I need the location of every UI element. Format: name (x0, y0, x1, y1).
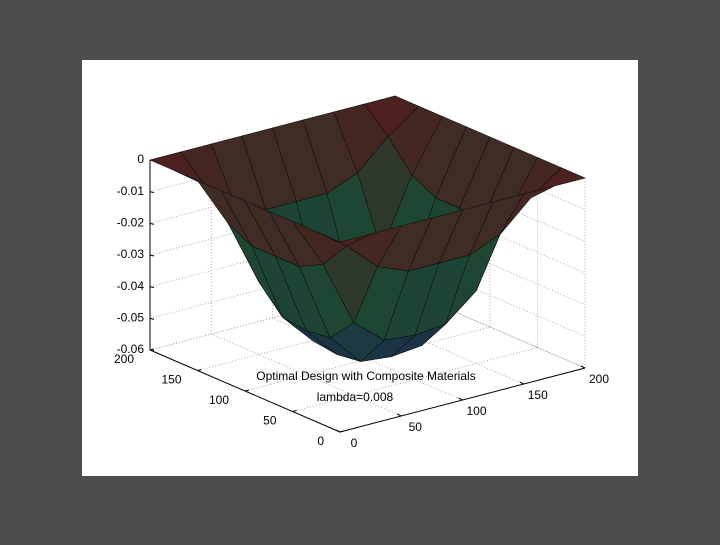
z-tick-label: -0.02 (117, 216, 145, 230)
grid-line (292, 347, 538, 412)
x-tick-label: 50 (409, 420, 423, 434)
y-tick-label: 200 (114, 352, 134, 366)
tick-mark (149, 286, 155, 289)
tick-mark (149, 254, 155, 257)
tick-mark (149, 222, 155, 225)
z-tick-label: -0.06 (117, 342, 145, 356)
x-tick-label: 0 (351, 436, 358, 450)
z-tick-label: -0.04 (117, 279, 145, 293)
z-tick-label: -0.01 (117, 184, 145, 198)
y-tick-label: 150 (161, 373, 181, 387)
tick-mark (149, 317, 155, 320)
y-tick-label: 0 (317, 434, 324, 448)
x-tick-label: 100 (466, 404, 486, 418)
axis-line (339, 367, 586, 433)
z-tick-label: -0.05 (117, 311, 145, 325)
surface-patch (316, 231, 371, 247)
z-tick-label: -0.03 (117, 247, 145, 261)
chart-subtitle: lambda=0.008 (317, 390, 394, 404)
grid-line (149, 285, 396, 351)
y-tick-label: 50 (263, 414, 277, 428)
x-tick-label: 200 (589, 372, 609, 386)
tick-mark (149, 191, 155, 194)
z-tick-label: 0 (137, 152, 144, 166)
chart-title: Optimal Design with Composite Materials (256, 369, 475, 383)
x-tick-label: 150 (528, 388, 548, 402)
y-tick-label: 100 (209, 393, 229, 407)
axis-line (149, 349, 341, 433)
